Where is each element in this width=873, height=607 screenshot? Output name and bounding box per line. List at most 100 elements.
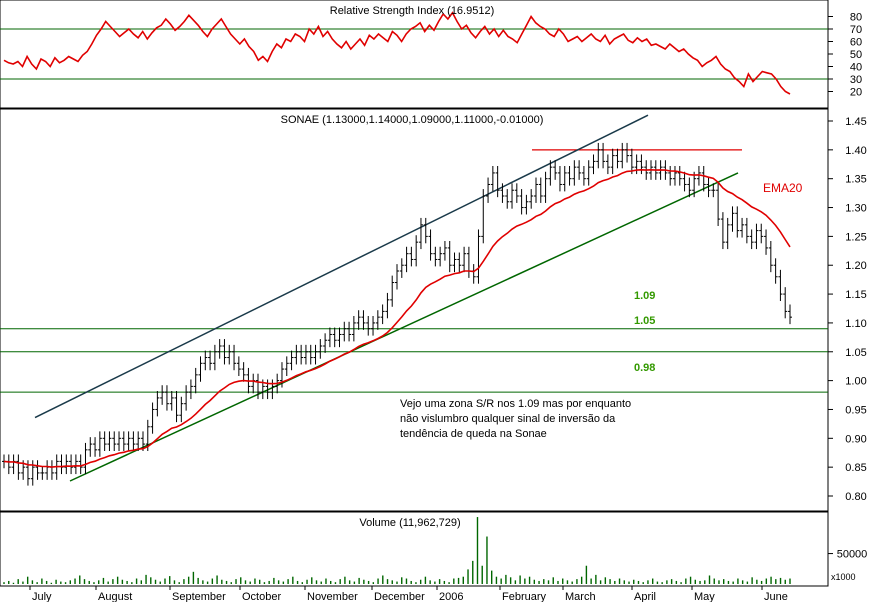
price-bar bbox=[256, 373, 261, 400]
price-bar bbox=[486, 177, 491, 203]
price-bar bbox=[409, 246, 414, 267]
price-bar bbox=[155, 391, 160, 417]
price-bar bbox=[279, 362, 284, 388]
channel-upper-line bbox=[34, 114, 649, 419]
price-bar bbox=[347, 321, 352, 342]
price-bar bbox=[773, 258, 778, 284]
price-bar bbox=[744, 217, 749, 244]
price-bar bbox=[112, 431, 117, 451]
price-bar bbox=[610, 148, 615, 175]
price-tick-label: 1.25 bbox=[845, 231, 866, 243]
price-bar bbox=[270, 379, 275, 400]
price-bar bbox=[553, 160, 558, 180]
price-bar bbox=[639, 154, 644, 175]
price-bar bbox=[562, 166, 567, 192]
x-tick-label: October bbox=[242, 591, 281, 602]
price-tick-label: 0.95 bbox=[845, 404, 866, 416]
price-bar bbox=[701, 166, 706, 192]
price-bar bbox=[596, 142, 601, 169]
price-bar bbox=[519, 189, 524, 215]
price-bar bbox=[481, 189, 486, 244]
rsi-tick-label: 30 bbox=[850, 74, 862, 86]
price-bar bbox=[514, 183, 519, 203]
price-bar bbox=[64, 454, 69, 475]
x-tick-label: November bbox=[307, 591, 358, 602]
x-tick-label: February bbox=[502, 591, 547, 602]
price-bar bbox=[725, 217, 730, 250]
price-bar bbox=[184, 385, 189, 411]
price-bar bbox=[361, 310, 366, 330]
price-bar bbox=[131, 431, 136, 451]
rsi-tick-label: 70 bbox=[850, 24, 862, 36]
price-bar bbox=[476, 229, 481, 284]
price-bar bbox=[668, 166, 673, 186]
comment-line-2: não vislumbro qualquer sinal de inversão… bbox=[400, 413, 616, 425]
price-tick-label: 1.40 bbox=[845, 145, 866, 157]
price-bar bbox=[548, 160, 553, 186]
price-bar bbox=[289, 350, 294, 371]
price-title: SONAE (1.13000,1.14000,1.09000,1.11000,-… bbox=[281, 114, 544, 126]
price-tick-label: 0.90 bbox=[845, 433, 866, 445]
price-bar bbox=[778, 269, 783, 301]
price-bar bbox=[783, 287, 788, 319]
price-bar bbox=[586, 160, 591, 186]
price-bar bbox=[538, 177, 543, 203]
price-bar bbox=[625, 142, 630, 163]
level-label-098: 0.98 bbox=[634, 362, 655, 374]
price-bar bbox=[615, 148, 620, 169]
price-bar bbox=[692, 171, 697, 198]
price-tick-label: 1.15 bbox=[845, 289, 866, 301]
price-bar bbox=[438, 246, 443, 267]
price-bar bbox=[88, 437, 93, 457]
price-bar bbox=[404, 246, 409, 273]
x-tick-label: March bbox=[565, 591, 596, 602]
price-bar bbox=[164, 385, 169, 411]
price-bar bbox=[337, 327, 342, 348]
comment-line-1: Vejo uma zona S/R nos 1.09 mas por enqua… bbox=[400, 398, 631, 410]
price-bar bbox=[203, 350, 208, 371]
price-bar bbox=[414, 235, 419, 267]
price-tick-label: 1.35 bbox=[845, 174, 866, 186]
price-bar bbox=[457, 252, 462, 273]
price-bar bbox=[308, 344, 313, 365]
volume-panel bbox=[0, 511, 829, 587]
price-bar bbox=[749, 229, 754, 250]
price-bar bbox=[740, 217, 745, 238]
price-bar bbox=[121, 431, 126, 451]
price-bar bbox=[735, 206, 740, 238]
price-bar bbox=[620, 142, 625, 169]
price-bar bbox=[754, 223, 759, 250]
price-bar bbox=[567, 166, 572, 186]
price-bar bbox=[711, 183, 716, 198]
price-bar bbox=[241, 362, 246, 382]
price-bar bbox=[591, 154, 596, 175]
price-bar bbox=[730, 206, 735, 232]
price-tick-label: 1.05 bbox=[845, 347, 866, 359]
price-bar bbox=[208, 350, 213, 371]
price-bar bbox=[179, 396, 184, 423]
x-tick-label: June bbox=[764, 591, 788, 602]
price-bar bbox=[188, 379, 193, 400]
price-tick-label: 0.80 bbox=[845, 491, 866, 503]
price-bar bbox=[759, 223, 764, 244]
rsi-tick-label: 80 bbox=[850, 12, 862, 24]
price-bar bbox=[706, 177, 711, 198]
rsi-title: Relative Strength Index (16.9512) bbox=[330, 5, 495, 17]
price-bar bbox=[318, 339, 323, 359]
price-bar bbox=[227, 344, 232, 365]
price-bar bbox=[73, 454, 78, 475]
price-bar bbox=[35, 460, 40, 480]
price-bar bbox=[174, 391, 179, 423]
price-tick-label: 1.45 bbox=[845, 116, 866, 128]
price-bar bbox=[605, 154, 610, 175]
price-bar bbox=[217, 339, 222, 359]
price-bar bbox=[399, 258, 404, 278]
price-bar bbox=[102, 431, 107, 451]
price-bar bbox=[581, 166, 586, 186]
price-bar bbox=[529, 189, 534, 209]
price-panel bbox=[0, 108, 829, 512]
price-bar bbox=[510, 183, 515, 209]
price-tick-label: 1.20 bbox=[845, 260, 866, 272]
volume-title: Volume (11,962,729) bbox=[359, 517, 460, 529]
price-bar bbox=[395, 264, 399, 290]
